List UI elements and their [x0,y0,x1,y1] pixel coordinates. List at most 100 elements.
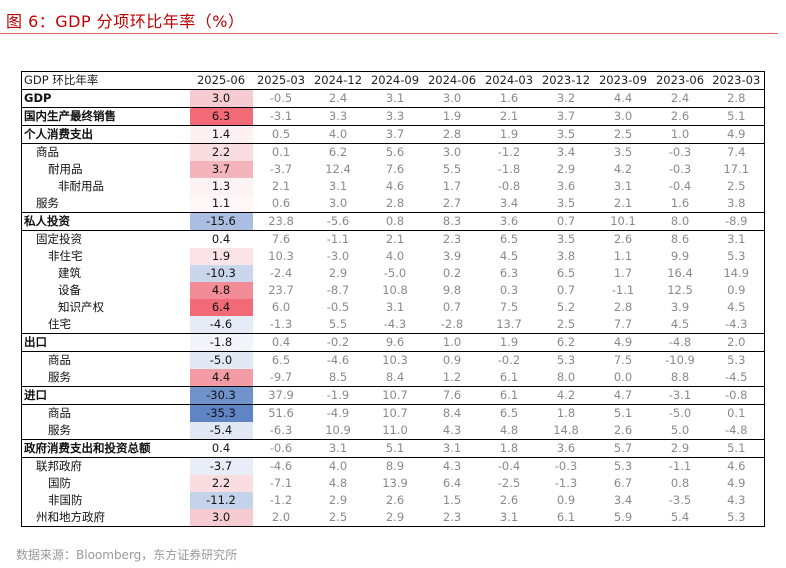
value-cell: 4.9 [594,333,652,352]
value-cell: 7.6 [423,386,481,405]
row-label: 非国防 [48,493,83,507]
value-cell: 2.5 [328,510,348,524]
value-cell: 4.6 [385,179,405,193]
value-cell: 6.5 [480,404,538,422]
value-cell: -10.9 [651,351,709,369]
value-cell: 2.6 [385,493,405,507]
value-cell: 11.0 [382,423,408,437]
latest-value-cell: -1.8 [189,333,253,352]
value-cell: 3.0 [328,196,348,210]
value-cell: -1.2 [269,493,293,507]
value-cell: 5.3 [727,510,746,524]
value-cell: 3.9 [442,249,462,263]
value-cell: 5.3 [727,249,746,263]
table-row: 服务 4.4 -9.7 8.5 8.4 1.2 6.1 8.0 0.0 8.8 -4.5 [22,369,765,387]
value-cell: 6.3 [499,266,519,280]
value-cell: 2.6 [613,423,633,437]
value-cell: 2.6 [499,493,519,507]
value-cell: 5.7 [594,439,652,458]
row-label: 非住宅 [48,249,83,263]
value-cell: 5.5 [442,162,462,176]
value-cell: -4.6 [309,351,367,369]
latest-value-cell: 1.3 [189,178,253,195]
value-cell: 3.1 [328,179,348,193]
value-cell: 10.8 [382,283,408,297]
value-cell: 8.4 [385,370,405,384]
latest-value-cell: 3.7 [189,161,253,178]
value-cell: 0.9 [727,283,746,297]
row-label: 商品 [21,404,190,422]
value-cell: 0.5 [252,125,310,144]
value-cell: 3.2 [556,91,576,105]
value-cell: 2.5 [594,125,652,144]
value-cell: 5.5 [328,317,348,331]
table-row: 私人投资 -15.6 23.8 -5.6 0.8 8.3 3.6 0.7 10.1 8.0 -8.9 [21,212,765,231]
value-cell: 4.0 [385,249,405,263]
value-cell: -1.3 [269,317,293,331]
value-cell: 4.8 [328,476,348,490]
row-label: 商品 [21,143,190,161]
latest-value-cell: -4.6 [189,316,253,334]
value-cell: 10.3 [366,351,424,369]
value-cell: 7.5 [499,300,519,314]
table-row: 固定投资 0.4 7.6 -1.1 2.1 2.3 6.5 3.5 2.6 8.6 3.1 [21,230,765,248]
value-cell: -1.1 [651,457,709,475]
value-cell: 0.0 [613,370,633,384]
value-cell: -7.1 [269,476,293,490]
value-cell: 1.7 [442,179,462,193]
value-cell: 2.9 [385,510,405,524]
value-cell: 1.8 [480,439,538,458]
row-label: 进口 [21,386,190,405]
value-cell: 3.3 [366,107,424,126]
row-label: 联邦政府 [21,457,190,475]
value-cell: 0.2 [442,266,462,280]
row-label: 出口 [21,333,190,352]
value-cell: 1.9 [480,333,538,352]
value-cell: -0.3 [668,162,692,176]
value-cell: 6.0 [271,300,291,314]
value-cell: 0.7 [537,212,595,231]
value-cell: 3.1 [385,91,405,105]
source-note: 数据来源：Bloomberg，东方证券研究所 [16,548,238,562]
latest-value-cell: 4.8 [189,282,253,299]
value-cell: 1.0 [651,125,709,144]
value-cell: 3.6 [556,179,576,193]
value-cell: 3.1 [499,510,519,524]
latest-value-cell: -35.3 [189,404,253,422]
row-label: 耐用品 [48,162,83,176]
value-cell: -4.5 [725,370,748,384]
latest-value-cell: 2.2 [189,475,253,492]
value-cell: 4.9 [727,476,746,490]
value-cell: -3.0 [326,249,350,263]
value-cell: 6.5 [252,351,310,369]
value-cell: 10.9 [325,423,351,437]
value-cell: 3.1 [708,230,765,248]
value-cell: 3.6 [480,212,538,231]
value-cell: 2.1 [480,107,538,126]
latest-value-cell: 0.4 [189,230,253,248]
value-cell: 1.7 [613,266,633,280]
latest-value-cell: -3.7 [189,457,253,475]
value-cell: 4.5 [670,317,690,331]
value-cell: 4.7 [594,386,652,405]
value-cell: -1.8 [497,162,521,176]
value-cell: 8.5 [328,370,348,384]
gdp-components-table: GDP 环比年率 2025-06 2025-03 2024-12 2024-09 2024… [21,71,765,527]
value-cell: 3.1 [613,179,633,193]
table-row: 国防 2.2 -7.1 4.8 13.9 6.4 -2.5 -1.3 6.7 0.8 4.9 [22,475,765,492]
table-row: 服务 -5.4 -6.3 10.9 11.0 4.3 4.8 14.8 2.6 5.0 -4.8 [22,422,765,440]
row-label: 政府消费支出和投资总额 [21,439,190,458]
value-cell: 6.7 [613,476,633,490]
value-cell: 5.2 [556,300,576,314]
value-cell: 4.4 [613,91,633,105]
value-cell: 8.8 [670,370,690,384]
value-cell: 8.9 [366,457,424,475]
latest-value-cell: 4.4 [189,369,253,387]
value-cell: 6.5 [556,266,576,280]
value-cell: 5.3 [537,351,595,369]
table-row: 非住宅 1.9 10.3 -3.0 4.0 3.9 4.5 3.8 1.1 9.9 5.3 [22,248,765,265]
value-cell: 4.5 [727,300,746,314]
value-cell: -2.5 [497,476,521,490]
value-cell: 2.7 [442,196,462,210]
value-cell: 3.0 [442,91,462,105]
